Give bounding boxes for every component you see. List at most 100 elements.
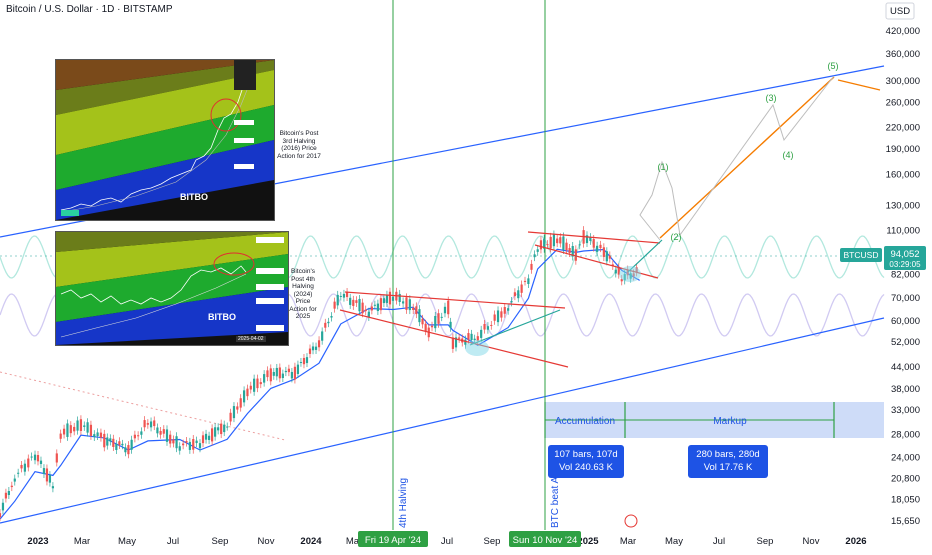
inset-2016-caption: Bitcoin's Post 3rd Halving (2016) Price … <box>277 130 321 160</box>
candle-body <box>486 326 490 330</box>
candle-body <box>42 468 46 475</box>
y-tick-label: 70,000 <box>891 293 920 304</box>
candle-body <box>39 460 43 465</box>
candle-body <box>562 236 565 250</box>
candle-body <box>33 454 37 461</box>
candle-body <box>259 382 262 385</box>
pattern-bottom-highlight-2 <box>619 266 641 282</box>
candle-body <box>48 475 52 483</box>
candle-body <box>454 337 458 348</box>
x-tick-label: Sep <box>212 536 229 547</box>
candle-body <box>476 336 479 341</box>
candle-body <box>398 293 401 303</box>
candle-body <box>405 297 408 310</box>
candle-body <box>201 435 205 444</box>
halving-vertical-label: 4th Halving <box>398 478 409 528</box>
y-tick-label: 44,000 <box>891 362 920 373</box>
candle-body <box>510 301 513 303</box>
candle-body <box>376 303 379 312</box>
candle-body <box>182 443 185 446</box>
candle-body <box>36 455 40 462</box>
candle-body <box>617 267 620 275</box>
candle-body <box>263 374 266 383</box>
candle-body <box>198 443 202 449</box>
candle-body <box>281 373 284 379</box>
price-axis: 420,000 360,000 300,000 260,000 220,000 190,0… <box>886 26 920 527</box>
candle-body <box>585 235 589 244</box>
candle-body <box>20 464 23 469</box>
candle-body <box>302 357 306 365</box>
candle-body <box>165 429 169 442</box>
y-tick-label: 360,000 <box>886 49 920 60</box>
candle-body <box>333 301 336 309</box>
candle-body <box>106 437 109 446</box>
ath-date-text: Sun 10 Nov '24 <box>513 535 578 546</box>
inset-2016-image <box>56 60 274 220</box>
candle-body <box>99 432 103 438</box>
candle-body <box>96 432 99 437</box>
symbol-badge-text: BTCUSD <box>844 250 879 260</box>
candle-body <box>140 431 143 435</box>
candle-body <box>527 278 530 284</box>
candle-body <box>23 463 27 472</box>
candle-body <box>195 440 198 444</box>
candle-body <box>496 310 500 323</box>
candle-body <box>45 468 49 482</box>
candle-body <box>339 295 342 297</box>
candle-body <box>571 246 574 257</box>
candle-body <box>614 269 617 274</box>
candle-body <box>559 237 562 244</box>
candle-body <box>379 298 383 311</box>
y-tick-label: 110,000 <box>886 226 920 237</box>
candle-body <box>314 346 318 350</box>
candle-body <box>370 306 373 311</box>
candle-body <box>239 398 242 408</box>
x-tick-label: Jul <box>167 536 179 547</box>
phase-accumulation-label: Accumulation <box>555 416 615 427</box>
event-icon <box>624 514 638 528</box>
candle-body <box>159 430 162 435</box>
x-tick-label: Jul <box>441 536 453 547</box>
candle-body <box>447 300 450 315</box>
range-stats-accumulation: 107 bars, 107d Vol 240.63 K <box>548 445 624 478</box>
candle-body <box>517 290 520 299</box>
old-trend-line <box>0 371 286 441</box>
inset-2024-chart: BITBO 2025-04-02 <box>55 231 289 346</box>
candle-body <box>321 331 324 341</box>
candle-body <box>483 323 486 330</box>
candle-body <box>464 339 467 345</box>
candle-body <box>30 456 33 458</box>
btc-vertical-label: BTC beat AT <box>550 471 561 528</box>
candle-body <box>440 316 443 318</box>
inset-2016-chart: BITBO <box>55 59 275 221</box>
price-badge-value: 94,052 <box>890 249 919 260</box>
x-tick-label: May <box>118 536 136 547</box>
candle-body <box>342 293 346 298</box>
candle-body <box>242 390 246 403</box>
candle-body <box>109 438 112 442</box>
candle-body <box>451 337 454 349</box>
candle-body <box>220 423 223 435</box>
candle-body <box>253 378 256 392</box>
chart-title: Bitcoin / U.S. Dollar · 1D · BITSTAMP <box>6 4 173 15</box>
inset-2024-brand: BITBO <box>208 312 236 322</box>
time-axis-bg <box>0 531 932 550</box>
candle-body <box>355 300 358 303</box>
candle-body <box>317 340 321 348</box>
channel-lower-line <box>0 317 885 524</box>
candle-body <box>59 433 62 439</box>
candle-body <box>137 435 140 437</box>
projection-ghost-path <box>639 75 835 241</box>
candle-body <box>146 423 149 425</box>
candle-body <box>415 306 418 315</box>
candle-body <box>284 370 287 373</box>
candle-body <box>246 388 249 397</box>
candle-body <box>299 361 303 363</box>
candle-body <box>592 239 595 248</box>
candle-body <box>361 302 364 314</box>
candle-body <box>89 424 93 436</box>
candle-body <box>330 316 333 318</box>
candle-body <box>311 346 315 351</box>
projection-orange-line <box>659 76 835 239</box>
